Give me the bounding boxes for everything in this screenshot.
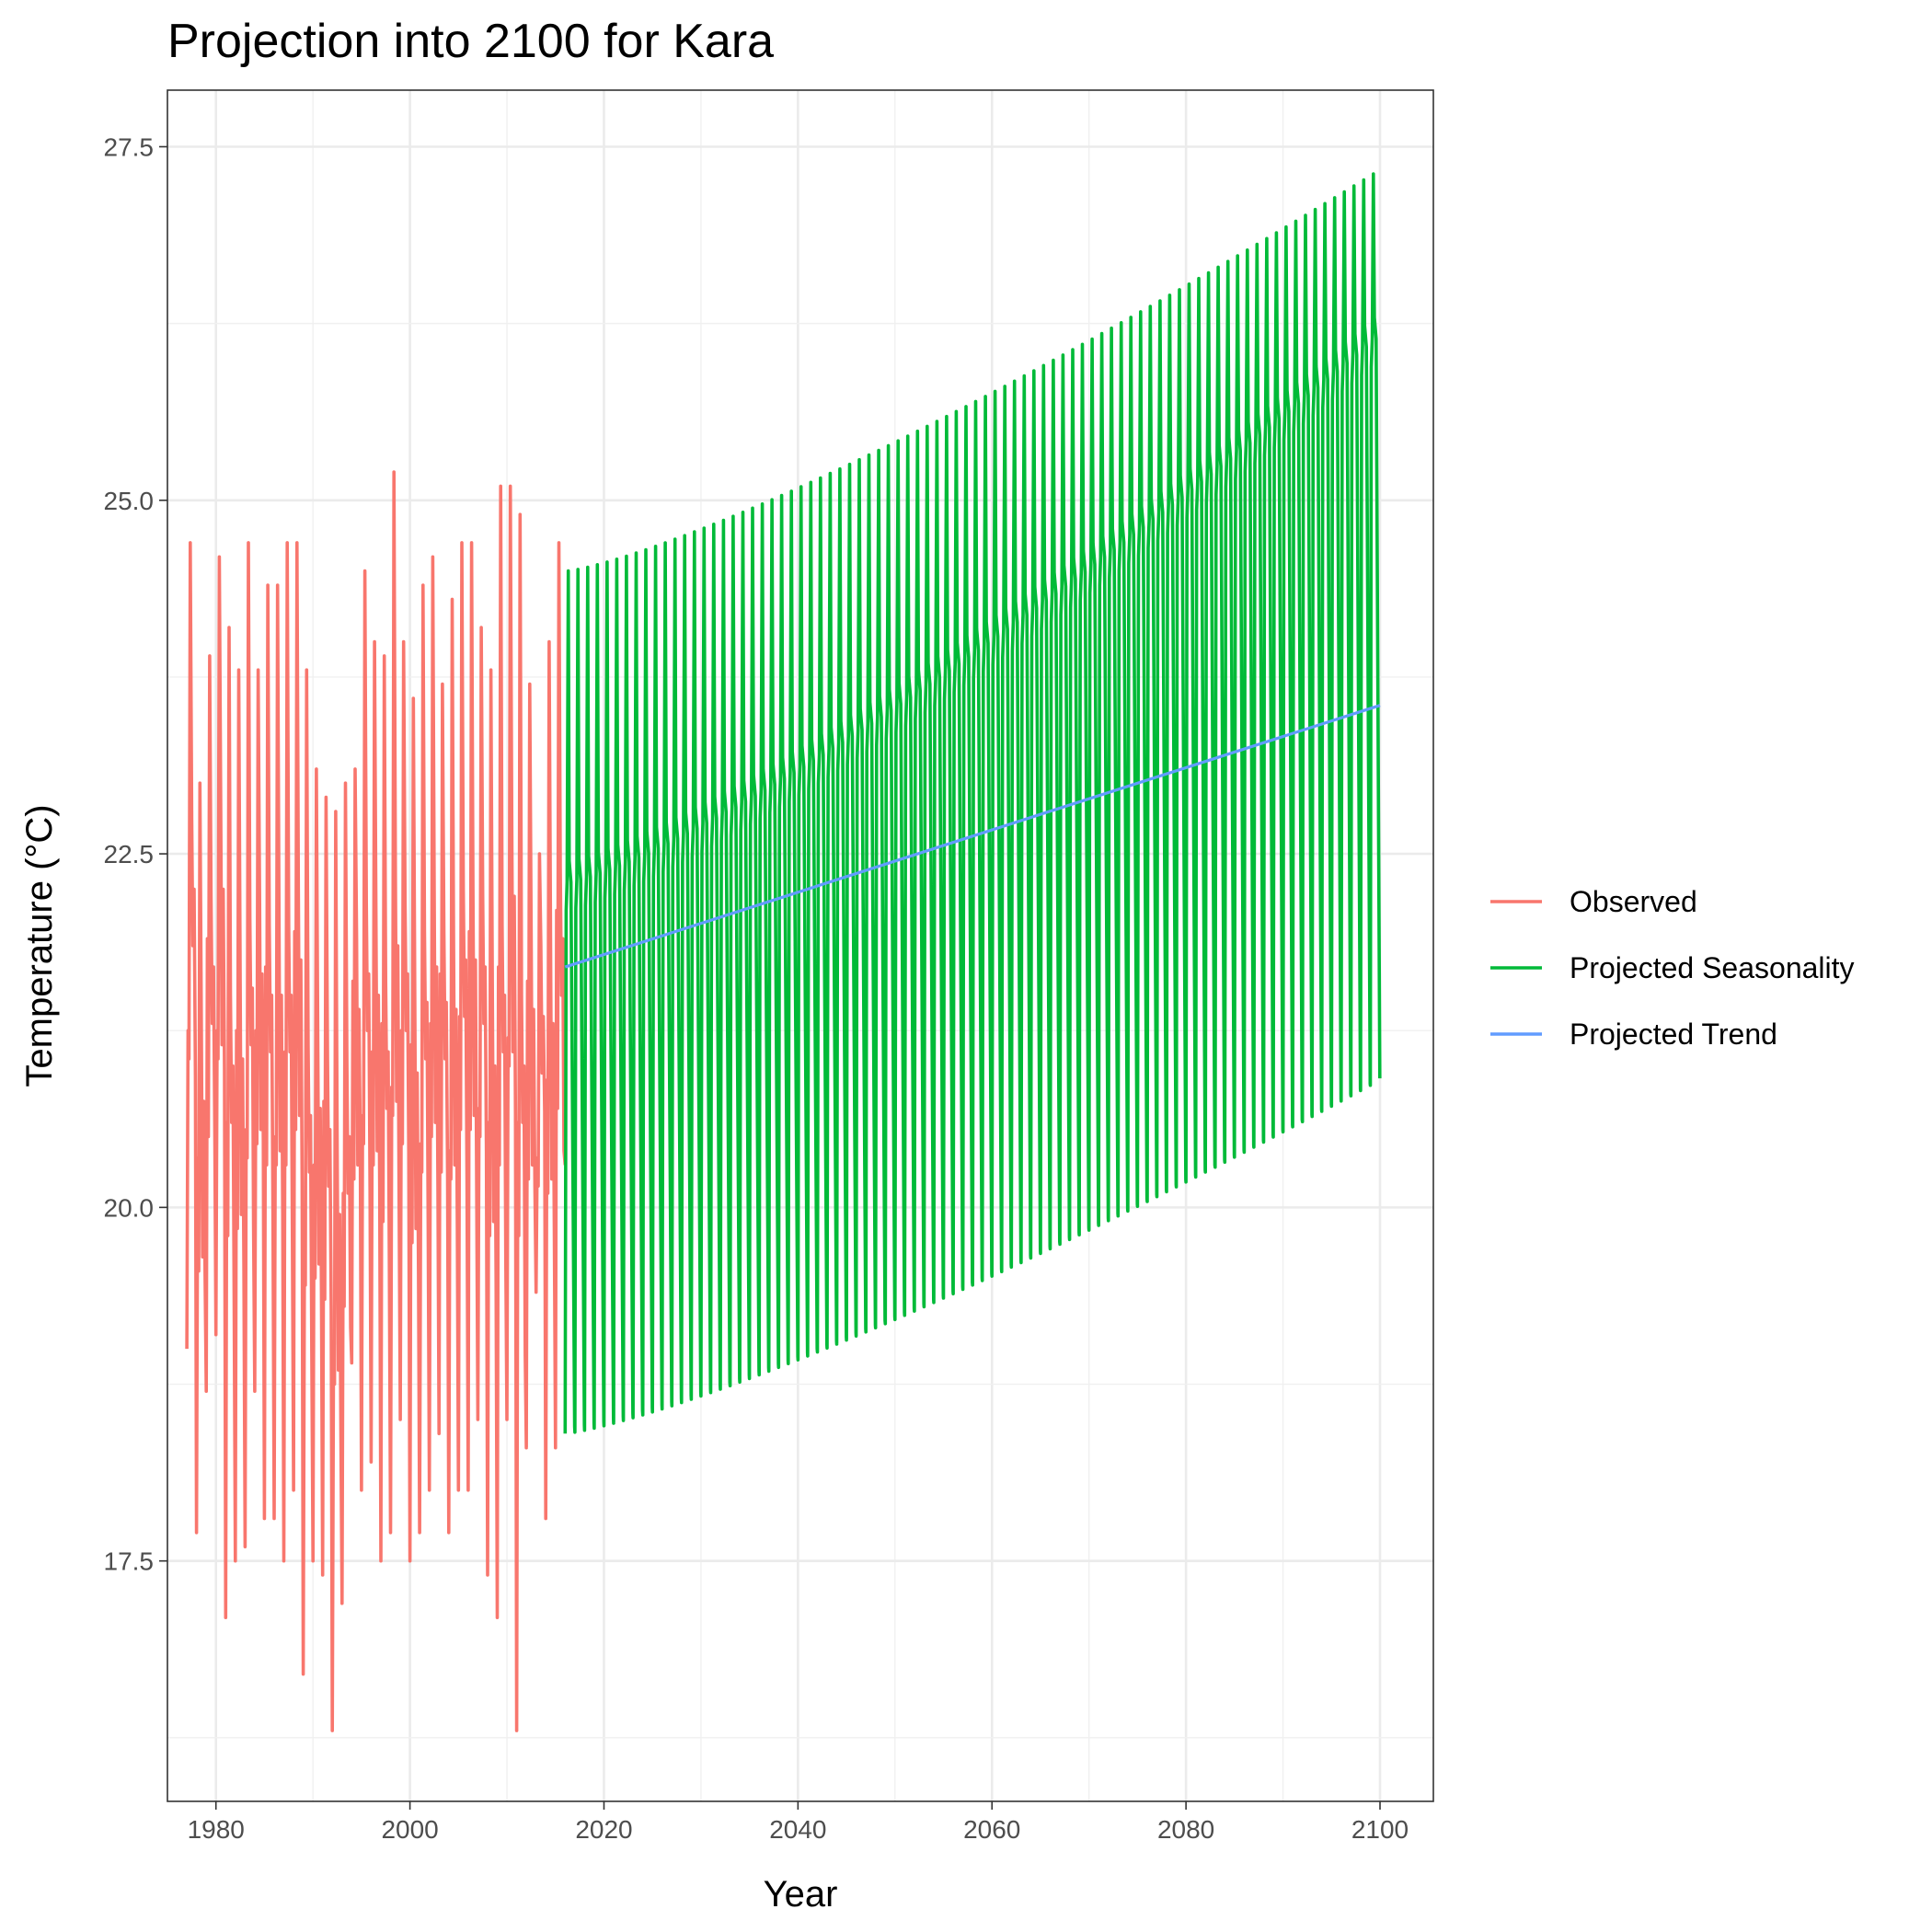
x-axis-title: Year bbox=[764, 1874, 838, 1915]
x-tick-label: 2020 bbox=[575, 1815, 632, 1844]
x-tick-label: 2000 bbox=[381, 1815, 438, 1844]
panel-border bbox=[167, 89, 1434, 1802]
series-projected-trend bbox=[564, 704, 1381, 969]
y-axis-ticks: 17.5 20.0 22.5 25.0 27.5 bbox=[104, 132, 167, 1576]
y-tick-label: 20.0 bbox=[104, 1193, 155, 1222]
legend-label: Observed bbox=[1570, 885, 1697, 918]
series-projected-seasonality bbox=[563, 172, 1382, 1434]
x-tick-label: 2100 bbox=[1351, 1815, 1409, 1844]
x-tick-label: 2080 bbox=[1157, 1815, 1214, 1844]
y-tick-label: 27.5 bbox=[104, 132, 155, 161]
chart-title: Projection into 2100 for Kara bbox=[167, 15, 774, 68]
series-observed bbox=[185, 470, 568, 1732]
legend: Observed Projected Seasonality Projected T… bbox=[1490, 885, 1855, 1051]
y-tick-label: 22.5 bbox=[104, 840, 155, 868]
series-layer bbox=[185, 172, 1382, 1732]
legend-label: Projected Seasonality bbox=[1570, 951, 1855, 984]
x-tick-label: 2060 bbox=[963, 1815, 1020, 1844]
x-tick-label: 2040 bbox=[769, 1815, 826, 1844]
x-tick-label: 1980 bbox=[188, 1815, 245, 1844]
x-axis-ticks: 1980 2000 2020 2040 2060 2080 2100 bbox=[188, 1801, 1409, 1844]
y-axis-title: Temperature (°C) bbox=[19, 804, 60, 1087]
legend-label: Projected Trend bbox=[1570, 1018, 1777, 1051]
y-tick-label: 25.0 bbox=[104, 487, 155, 515]
y-tick-label: 17.5 bbox=[104, 1547, 155, 1576]
